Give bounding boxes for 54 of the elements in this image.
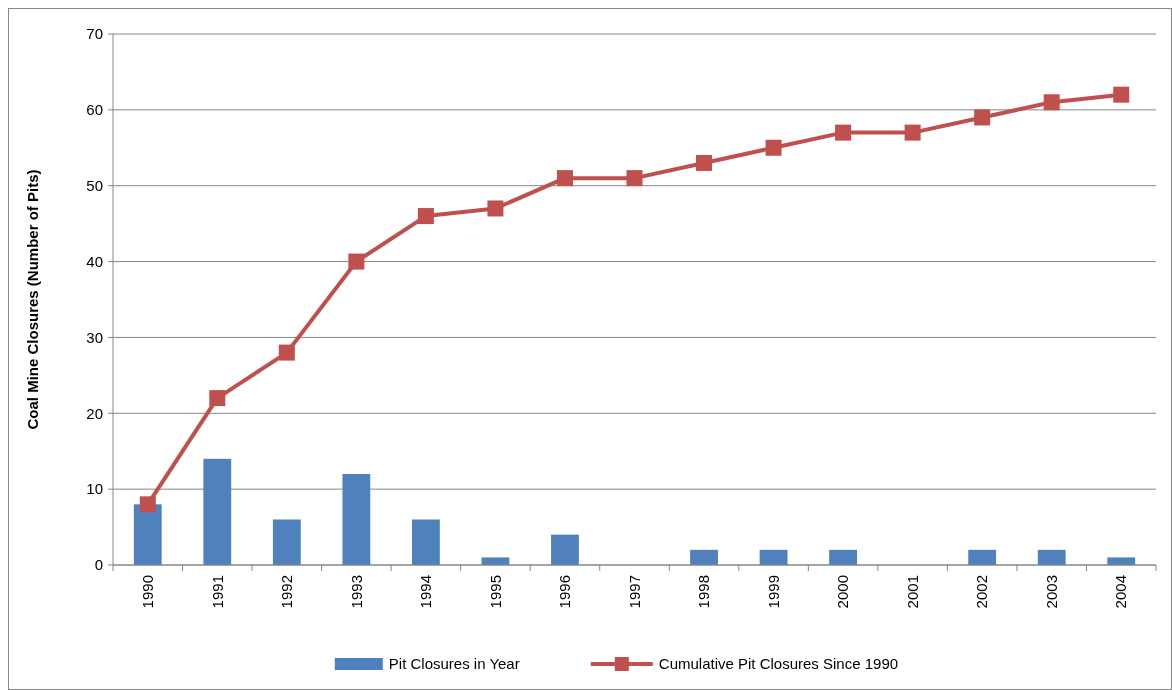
bar: [203, 458, 232, 565]
point: [904, 124, 921, 141]
bar: [829, 549, 858, 565]
bar: [481, 557, 510, 565]
point: [556, 170, 573, 187]
point: [1113, 86, 1130, 103]
y-tick-label: 10: [86, 480, 103, 498]
point: [974, 109, 991, 126]
point: [835, 124, 852, 141]
y-tick-label: 50: [86, 176, 103, 194]
bar: [272, 519, 301, 565]
x-tick-label: 1994: [417, 575, 435, 609]
bar: [411, 519, 440, 565]
point: [139, 496, 156, 513]
y-tick-label: 30: [86, 328, 103, 346]
bar: [342, 473, 371, 565]
point: [626, 170, 643, 187]
x-tick-label: 1997: [625, 575, 643, 609]
x-tick-label: 1998: [695, 575, 713, 609]
point: [278, 344, 295, 361]
x-tick-label: 2004: [1112, 575, 1130, 609]
bar: [133, 504, 162, 565]
x-tick-label: 1999: [764, 575, 782, 609]
point: [1043, 94, 1060, 111]
x-tick-label: 1995: [486, 575, 504, 609]
bar: [551, 534, 579, 565]
y-axis-title: Coal Mine Closures (Number of Pits): [24, 169, 41, 430]
x-tick-label: 1992: [278, 575, 296, 609]
bar: [759, 549, 788, 565]
point: [348, 253, 365, 270]
y-tick-label: 70: [86, 25, 103, 43]
bar: [1037, 549, 1066, 565]
point: [696, 154, 713, 171]
x-tick-label: 2000: [834, 575, 852, 609]
y-tick-label: 0: [94, 556, 103, 574]
x-tick-label: 1991: [208, 575, 226, 609]
bar: [1107, 557, 1136, 565]
legend-label: Cumulative Pit Closures Since 1990: [658, 655, 899, 673]
bar: [690, 549, 718, 565]
y-tick-label: 60: [86, 101, 103, 119]
x-tick-label: 2002: [973, 575, 991, 609]
x-tick-label: 1990: [139, 575, 157, 609]
point: [765, 139, 782, 156]
point: [487, 200, 504, 217]
x-tick-label: 1993: [347, 575, 365, 609]
x-tick-label: 2001: [903, 575, 921, 609]
y-tick-label: 20: [86, 404, 103, 422]
x-tick-label: 2003: [1042, 575, 1060, 609]
point: [209, 390, 226, 407]
bar: [968, 549, 997, 565]
y-tick-label: 40: [86, 252, 103, 270]
point: [417, 208, 434, 225]
legend-label: Pit Closures in Year: [388, 655, 520, 673]
x-tick-label: 1996: [556, 575, 574, 609]
